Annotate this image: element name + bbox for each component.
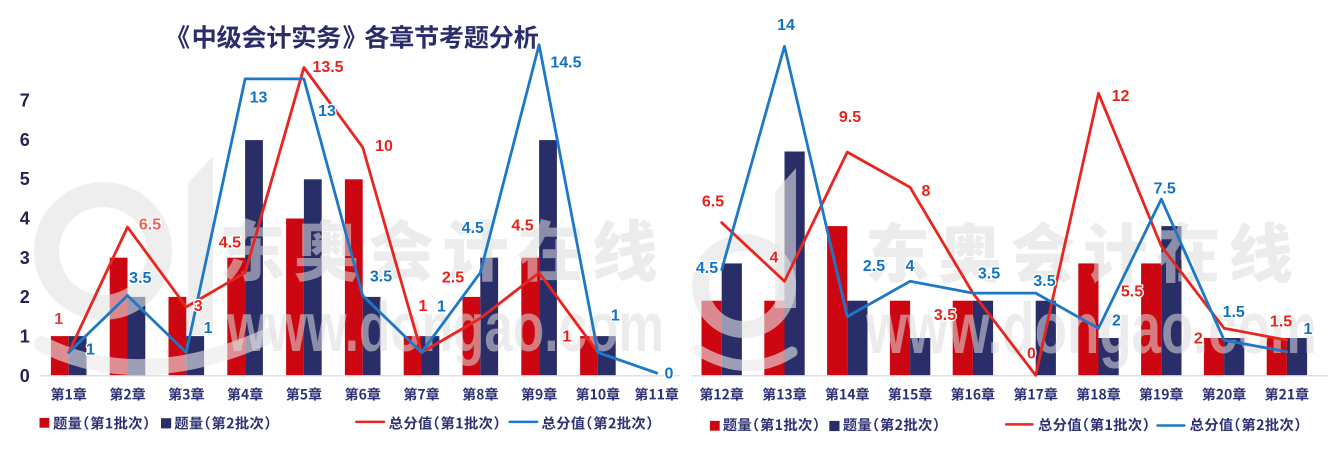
svg-text:1: 1 (1303, 321, 1312, 338)
svg-text:14: 14 (777, 17, 795, 34)
svg-text:1: 1 (20, 327, 30, 347)
svg-text:1: 1 (611, 308, 620, 325)
svg-text:12: 12 (1112, 88, 1130, 105)
svg-text:2.5: 2.5 (863, 258, 885, 275)
svg-text:0: 0 (1027, 345, 1036, 362)
svg-text:1: 1 (419, 298, 428, 315)
svg-text:3.5: 3.5 (129, 270, 151, 287)
svg-text:8: 8 (922, 183, 931, 200)
svg-text:14.5: 14.5 (550, 55, 581, 72)
svg-text:www.dongao.com: www.dongao.com (226, 288, 664, 366)
svg-text:4: 4 (770, 249, 779, 266)
svg-text:2: 2 (1194, 330, 1203, 347)
svg-text:3.5: 3.5 (978, 265, 1000, 282)
svg-text:7: 7 (20, 90, 30, 110)
svg-text:4: 4 (906, 258, 915, 275)
svg-text:9.5: 9.5 (839, 109, 861, 126)
svg-text:10: 10 (375, 138, 393, 155)
svg-text:3.5: 3.5 (1033, 273, 1055, 290)
svg-text:7.5: 7.5 (1154, 180, 1176, 197)
svg-text:0: 0 (665, 365, 674, 382)
svg-text:1: 1 (562, 329, 571, 346)
svg-text:1.5: 1.5 (1223, 304, 1245, 321)
svg-text:1: 1 (204, 320, 213, 337)
svg-text:1.5: 1.5 (1270, 314, 1292, 331)
svg-text:www.dongao.com: www.dongao.com (865, 289, 1317, 369)
svg-text:13: 13 (318, 103, 336, 120)
svg-text:6.5: 6.5 (702, 193, 724, 210)
svg-text:3: 3 (194, 298, 203, 315)
svg-text:4.5: 4.5 (696, 260, 718, 277)
svg-text:4.5: 4.5 (511, 217, 533, 234)
svg-text:1: 1 (54, 311, 63, 328)
svg-text:3.5: 3.5 (370, 268, 392, 285)
svg-text:4.5: 4.5 (219, 235, 241, 252)
svg-text:1: 1 (86, 342, 95, 359)
svg-text:1: 1 (437, 298, 446, 315)
svg-text:2: 2 (1112, 313, 1121, 330)
svg-text:3: 3 (20, 248, 30, 268)
svg-text:5: 5 (20, 169, 30, 189)
svg-text:6.5: 6.5 (139, 217, 161, 234)
svg-text:4: 4 (20, 209, 30, 229)
svg-text:2.5: 2.5 (442, 269, 464, 286)
svg-text:6: 6 (20, 130, 30, 150)
svg-text:3.5: 3.5 (934, 307, 956, 324)
svg-text:2: 2 (20, 287, 30, 307)
svg-text:4.5: 4.5 (462, 220, 484, 237)
svg-text:5.5: 5.5 (1121, 283, 1143, 300)
svg-text:13.5: 13.5 (312, 59, 343, 76)
svg-text:13: 13 (250, 89, 268, 106)
svg-text:0: 0 (20, 366, 30, 386)
